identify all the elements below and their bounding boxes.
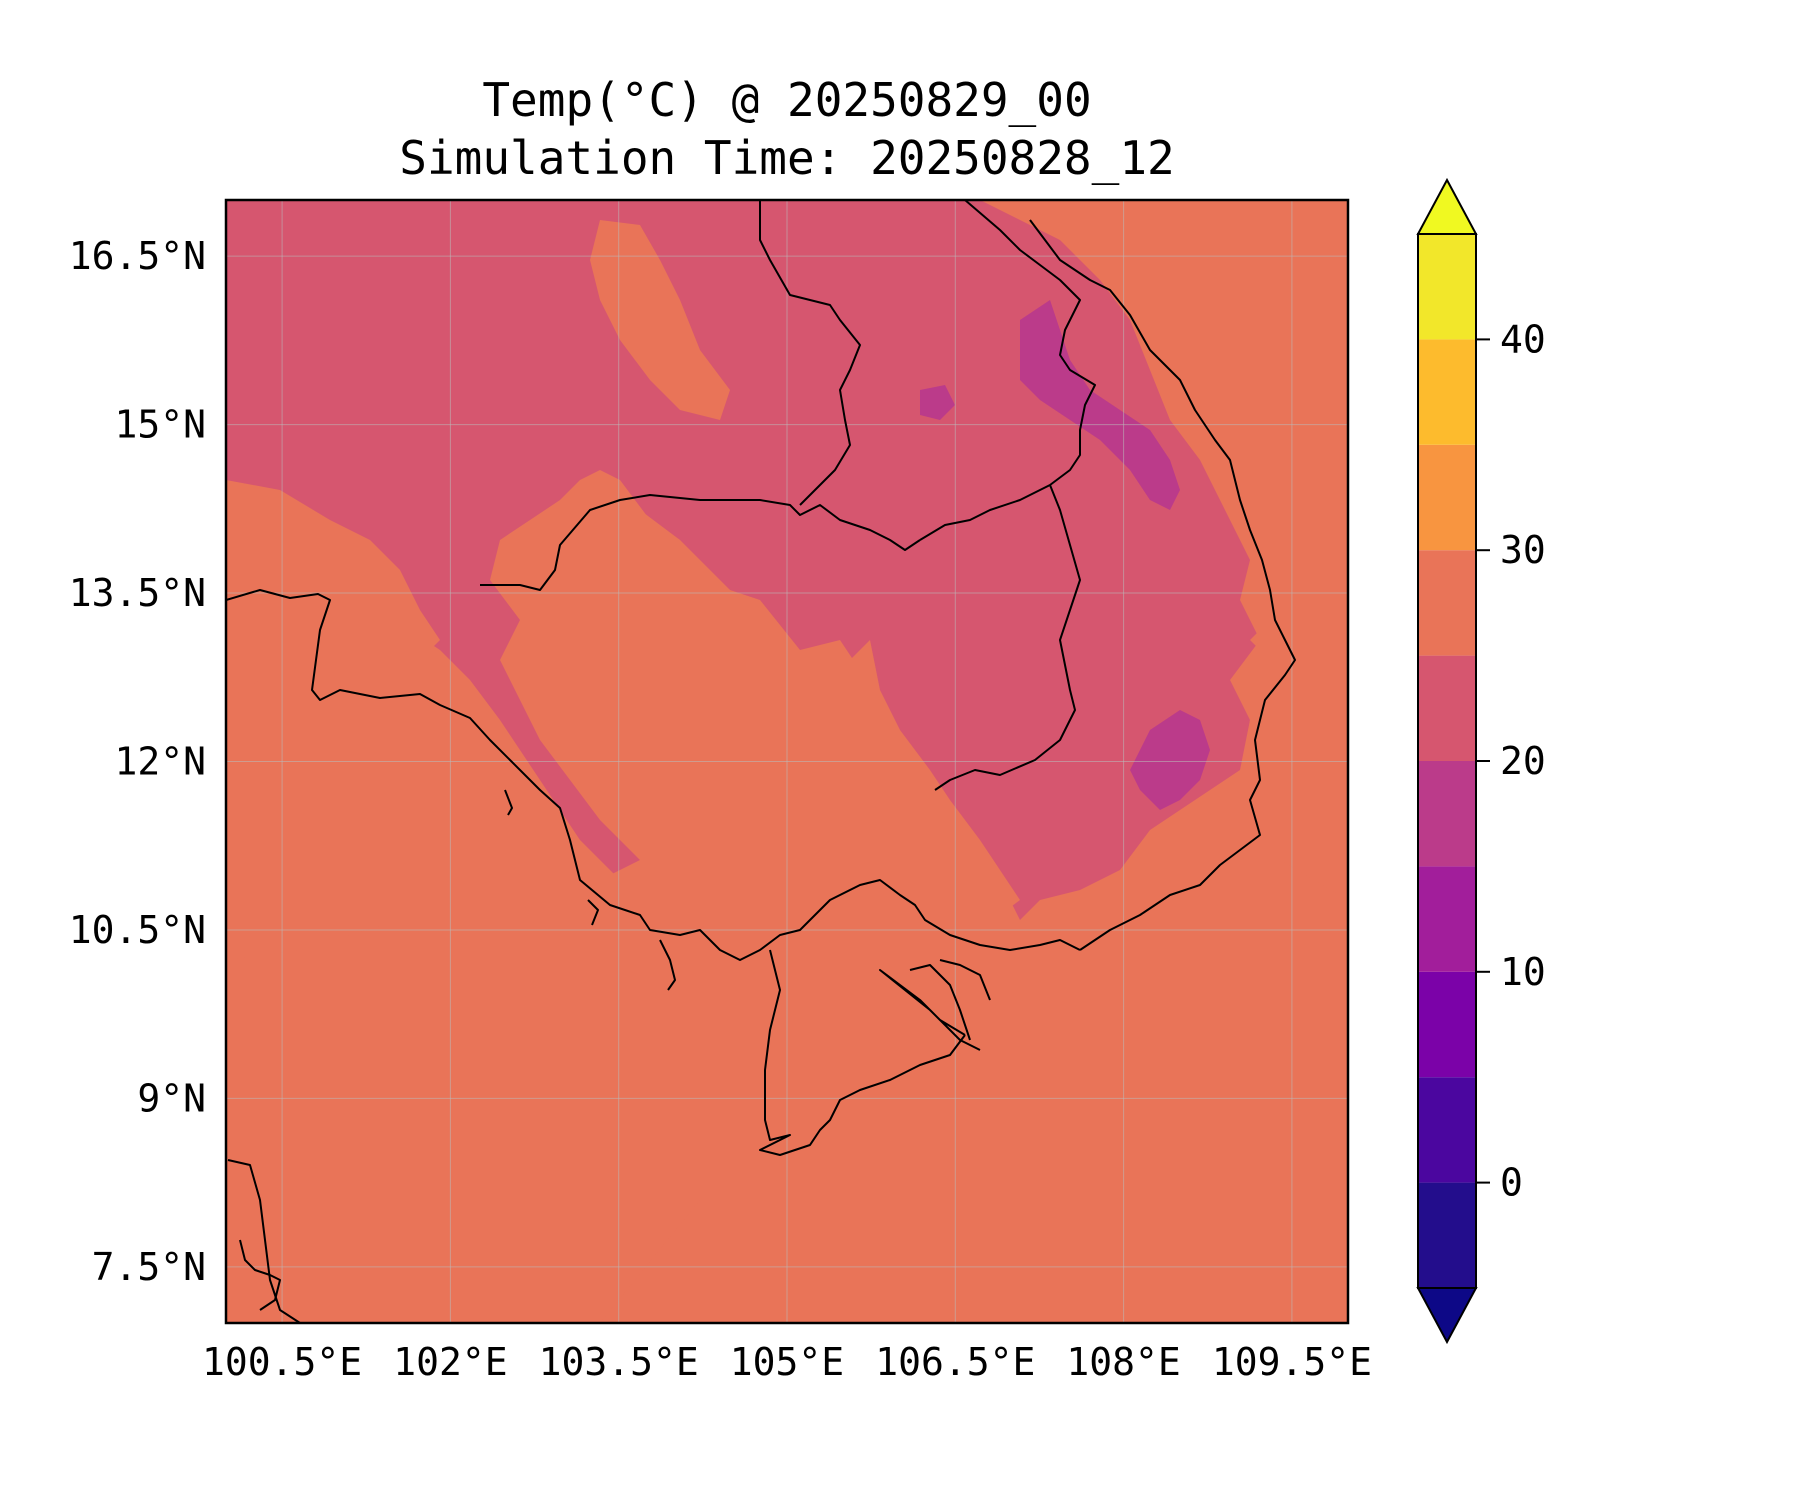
colorbar-extend-min	[1416, 1287, 1478, 1345]
map-frame	[224, 198, 1350, 1325]
lon-tick-label: 105°E	[730, 1340, 844, 1384]
colorbar-segment	[1418, 655, 1476, 761]
colorbar-segment	[1418, 1077, 1476, 1183]
temperature-band-15-20-highland	[1130, 710, 1210, 810]
title-line-1: Temp(°C) @ 20250829_00	[482, 73, 1091, 127]
lon-tick-label: 100.5°E	[202, 1340, 362, 1384]
colorbar-segment	[1418, 550, 1476, 656]
colorbar-segment	[1418, 234, 1476, 340]
lat-tick-label: 16.5°N	[69, 234, 206, 278]
colorbar-segment	[1418, 444, 1476, 551]
warm-patch-north	[590, 220, 730, 420]
temperature-band-25-30-plain	[226, 480, 1020, 1323]
lat-tick-label: 9°N	[137, 1076, 206, 1120]
colorbar-tick-label: 40	[1500, 317, 1546, 361]
temperature-map	[226, 200, 1348, 1323]
lat-tick-label: 7.5°N	[92, 1245, 206, 1289]
lat-tick-label: 13.5°N	[69, 571, 206, 615]
temperature-band-20-25	[226, 200, 1270, 920]
coastlines-and-borders	[226, 200, 1296, 1323]
warm-patch-west	[226, 480, 440, 700]
lon-tick-label: 102°E	[393, 1340, 507, 1384]
temperature-band-15-20-highland	[920, 385, 955, 420]
warm-patch-northeast	[980, 200, 1348, 900]
colorbar-segment	[1418, 339, 1476, 445]
colorbar-extend-max	[1416, 177, 1478, 235]
map-axis-ticks: 100.5°E 102°E 103.5°E 105°E 106.5°E 108°E 109.…	[69, 234, 1372, 1384]
title-line-2: Simulation Time: 20250828_12	[399, 131, 1174, 185]
colorbar-tick-label: 10	[1500, 950, 1546, 994]
lat-tick-label: 12°N	[114, 740, 206, 784]
colorbar-tick-label: 0	[1500, 1161, 1523, 1205]
colorbar-segment	[1418, 761, 1476, 867]
lat-tick-label: 10.5°N	[69, 908, 206, 952]
colorbar-tick-label: 30	[1500, 528, 1546, 572]
colorbar: 0 10 20 30 40	[1416, 177, 1546, 1345]
lon-tick-label: 106.5°E	[875, 1340, 1035, 1384]
colorbar-segment	[1418, 971, 1476, 1078]
colorbar-segment	[1418, 1182, 1476, 1288]
lon-tick-label: 108°E	[1066, 1340, 1180, 1384]
colorbar-tick-label: 20	[1500, 739, 1546, 783]
colorbar-segment	[1418, 866, 1476, 972]
lon-tick-label: 109.5°E	[1212, 1340, 1372, 1384]
lon-tick-label: 103.5°E	[539, 1340, 699, 1384]
lat-tick-label: 15°N	[114, 403, 206, 447]
